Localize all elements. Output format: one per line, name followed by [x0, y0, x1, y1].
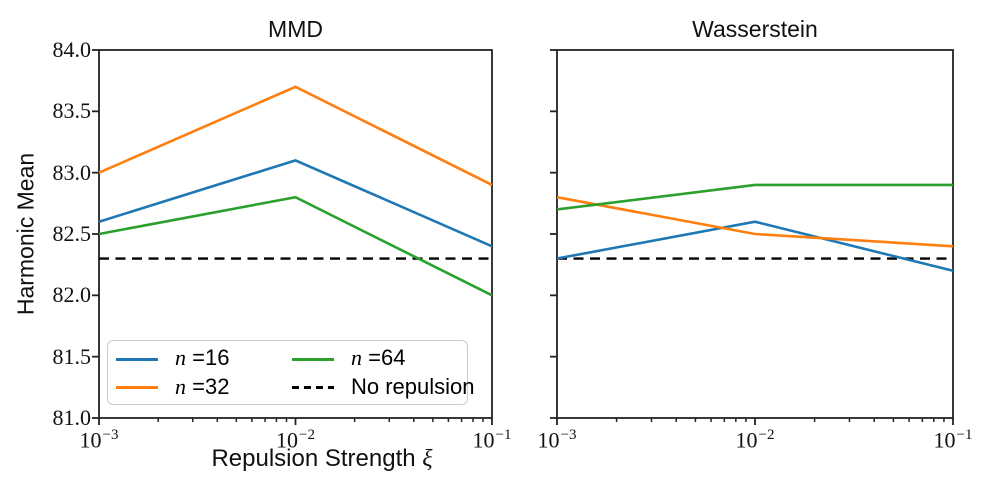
- legend: n =16 n =32 n =64 No repulsion: [107, 340, 475, 405]
- plot-title-wasserstein: Wasserstein: [692, 16, 818, 42]
- y-tick-label: 83.0: [52, 159, 92, 185]
- legend-line-sample-n64: [292, 357, 334, 361]
- x-tick-label: 10−3: [80, 423, 119, 452]
- x-tick-label: 10−3: [538, 423, 577, 452]
- legend-math-symbol: n: [175, 373, 186, 399]
- y-axis-label: Harmonic Mean: [12, 152, 39, 316]
- x-tick-label: 10−1: [473, 423, 512, 452]
- x-tick-label: 10−2: [736, 423, 775, 452]
- x-axis-label-text: Repulsion Strength: [211, 445, 423, 472]
- x-axis-label: Repulsion Strength ξ: [211, 445, 432, 473]
- x-tick-label: 10−1: [934, 423, 973, 452]
- series-line-n32-plot0: [98, 85, 493, 187]
- y-tick-label: 82.0: [52, 282, 92, 308]
- legend-item-n32: n =32: [116, 373, 292, 399]
- y-tick-label: 82.5: [52, 221, 92, 246]
- x-tick-base: 10: [735, 427, 758, 453]
- x-tick-exponent: −2: [758, 427, 775, 443]
- legend-line-sample-n16: [116, 357, 158, 361]
- x-tick-base: 10: [537, 427, 560, 453]
- legend-label-no-repulsion: No repulsion: [351, 373, 475, 399]
- legend-math-symbol: n: [175, 345, 186, 371]
- y-tick-label: 84.0: [52, 37, 92, 62]
- legend-line-sample-no-repulsion: [292, 386, 334, 390]
- x-tick-base: 10: [472, 427, 495, 453]
- x-tick-base: 10: [933, 427, 956, 453]
- legend-line-sample-n32: [116, 386, 158, 390]
- legend-item-no-repulsion: No repulsion: [292, 373, 475, 399]
- y-tick-label: 81.0: [52, 405, 92, 430]
- series-line-n64-plot0: [98, 195, 493, 297]
- x-tick-label: 10−2: [276, 423, 315, 452]
- series-line-n32-plot1: [556, 195, 954, 248]
- legend-label-n16: n =16: [175, 345, 230, 371]
- legend-math-symbol: n: [351, 345, 362, 371]
- x-tick-base: 10: [79, 427, 102, 453]
- x-tick-exponent: −2: [299, 427, 315, 443]
- x-tick-exponent: −3: [560, 427, 577, 443]
- xi-symbol: ξ: [422, 446, 433, 472]
- x-tick-exponent: −3: [102, 427, 119, 443]
- y-tick-label: 83.5: [52, 98, 92, 124]
- x-tick-exponent: −1: [956, 427, 973, 443]
- x-tick-exponent: −1: [495, 427, 512, 443]
- series-line-n16-plot1: [556, 220, 954, 273]
- legend-item-n16: n =16: [116, 346, 292, 370]
- series-line-n16-plot0: [98, 159, 493, 248]
- legend-label-n32: n =32: [175, 373, 230, 399]
- x-tick-base: 10: [276, 427, 299, 453]
- series-line-n64-plot1: [556, 183, 953, 211]
- legend-item-n64: n =64: [292, 346, 475, 370]
- y-tick-label: 81.5: [52, 343, 92, 369]
- legend-label-n64: n =64: [351, 345, 406, 371]
- plot-title-mmd: MMD: [268, 16, 323, 42]
